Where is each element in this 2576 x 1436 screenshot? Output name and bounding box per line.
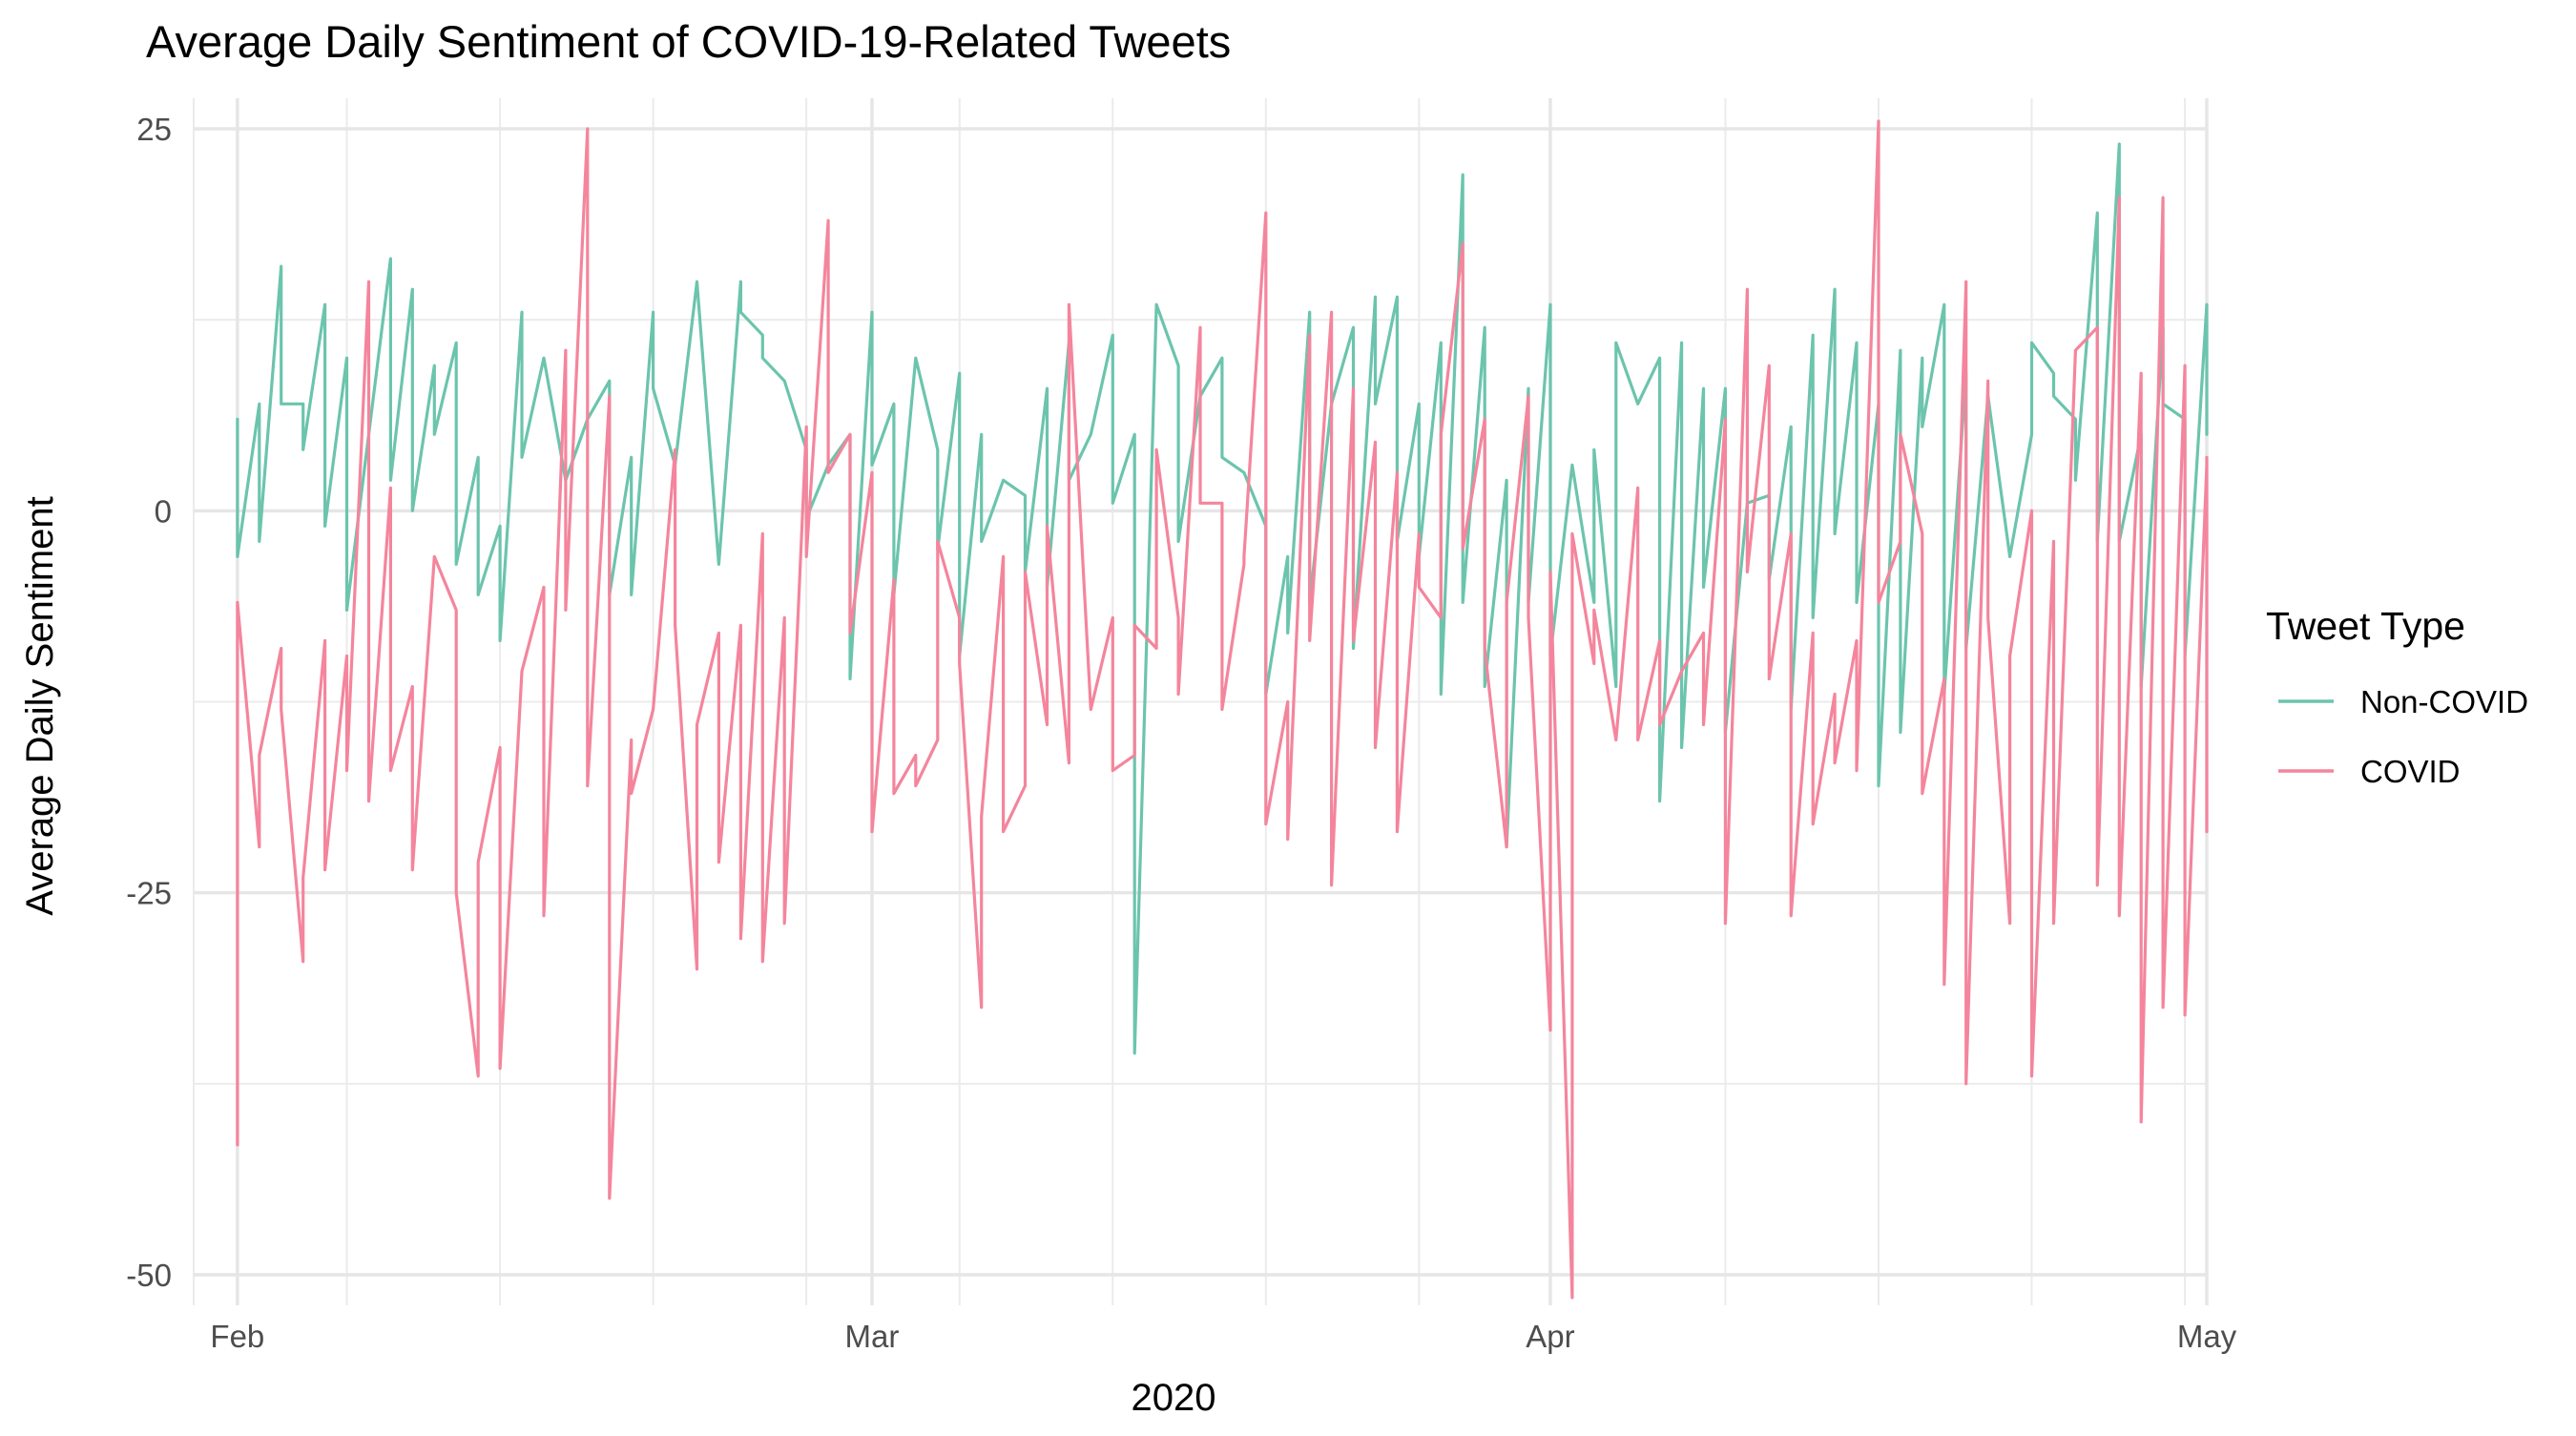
- x-axis-ticks: Feb Mar Apr May: [210, 1319, 2236, 1354]
- x-axis-label: 2020: [1132, 1377, 1216, 1419]
- y-tick-label: 25: [136, 112, 172, 147]
- legend-entries: Non-COVID COVID: [2278, 684, 2528, 789]
- legend-entry-label: Non-COVID: [2360, 684, 2528, 719]
- y-tick-label: -50: [126, 1258, 172, 1293]
- series-lines: [236, 119, 2209, 1300]
- series-line-covid: [236, 119, 2209, 1300]
- x-tick-label: Mar: [845, 1319, 900, 1354]
- legend: Tweet Type Non-COVID COVID: [2266, 604, 2528, 789]
- chart-title: Average Daily Sentiment of COVID-19-Rela…: [146, 16, 1231, 67]
- y-axis-ticks: 25 0 -25 -50: [126, 112, 172, 1293]
- x-tick-label: Feb: [210, 1319, 264, 1354]
- x-tick-label: Apr: [1526, 1319, 1574, 1354]
- x-tick-label: May: [2177, 1319, 2237, 1354]
- y-tick-label: -25: [126, 876, 172, 911]
- legend-title: Tweet Type: [2266, 604, 2465, 648]
- legend-entry-label: COVID: [2360, 754, 2461, 789]
- y-axis-label: Average Daily Sentiment: [19, 496, 61, 916]
- y-tick-label: 0: [155, 493, 172, 529]
